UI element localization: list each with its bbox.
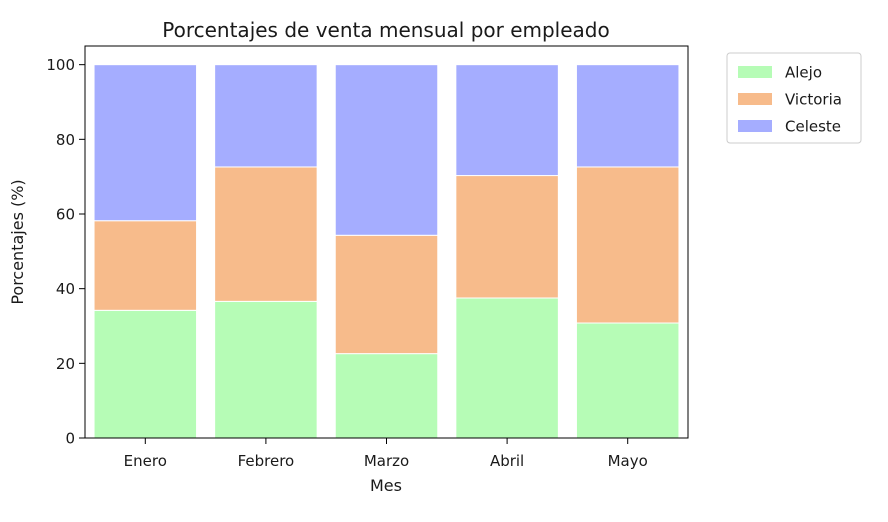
y-axis-label: Porcentajes (%) bbox=[8, 179, 27, 304]
bar-celeste-mayo bbox=[575, 64, 680, 168]
bars-layer bbox=[93, 64, 680, 439]
bar-alejo-marzo bbox=[334, 353, 439, 439]
bar-celeste-enero bbox=[93, 64, 198, 222]
chart-title: Porcentajes de venta mensual por emplead… bbox=[162, 18, 609, 42]
x-axis: Enero Febrero Marzo Abril Mayo bbox=[124, 438, 648, 470]
legend: Alejo Victoria Celeste bbox=[726, 52, 862, 144]
legend-swatch-victoria bbox=[738, 93, 772, 105]
y-tick-label: 60 bbox=[56, 206, 75, 224]
y-tick-label: 20 bbox=[56, 355, 75, 373]
legend-swatch-celeste bbox=[738, 120, 772, 132]
bar-victoria-abril bbox=[455, 175, 559, 299]
y-tick-label: 80 bbox=[56, 131, 75, 149]
legend-label-celeste: Celeste bbox=[785, 118, 841, 136]
x-axis-label: Mes bbox=[370, 476, 402, 495]
bar-victoria-mayo bbox=[575, 166, 680, 324]
y-tick-label: 0 bbox=[65, 430, 75, 448]
bar-victoria-enero bbox=[93, 220, 198, 311]
x-tick-label-enero: Enero bbox=[124, 452, 167, 470]
legend-label-alejo: Alejo bbox=[785, 64, 822, 82]
bar-alejo-abril bbox=[455, 297, 559, 439]
bar-victoria-febrero bbox=[214, 166, 318, 302]
legend-label-victoria: Victoria bbox=[785, 91, 842, 109]
x-tick-label-febrero: Febrero bbox=[238, 452, 295, 470]
x-tick-label-mayo: Mayo bbox=[608, 452, 648, 470]
x-tick-label-abril: Abril bbox=[490, 452, 524, 470]
bar-victoria-marzo bbox=[334, 234, 439, 355]
y-tick-label: 100 bbox=[46, 56, 75, 74]
bar-celeste-febrero bbox=[214, 64, 318, 168]
legend-swatch-alejo bbox=[738, 66, 772, 78]
bar-alejo-mayo bbox=[575, 322, 680, 439]
x-tick-label-marzo: Marzo bbox=[364, 452, 409, 470]
bar-alejo-febrero bbox=[214, 300, 318, 439]
y-tick-label: 40 bbox=[56, 280, 75, 298]
bar-alejo-enero bbox=[93, 309, 198, 439]
bar-celeste-marzo bbox=[334, 64, 439, 236]
bar-celeste-abril bbox=[455, 64, 559, 177]
y-axis: 0 20 40 60 80 100 bbox=[46, 56, 85, 448]
